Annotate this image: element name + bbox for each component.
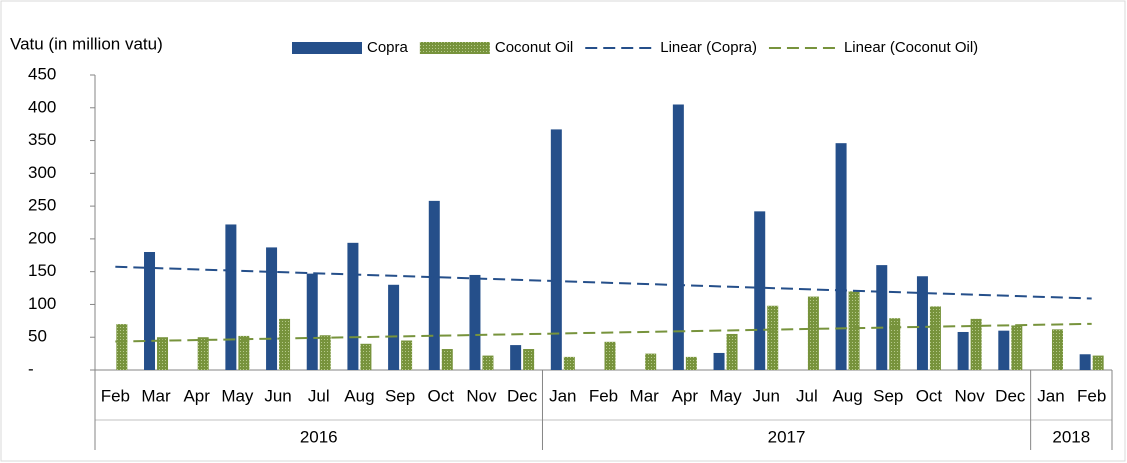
x-tick-label: Oct <box>916 386 943 405</box>
bar <box>469 274 481 370</box>
trendline <box>115 322 1092 343</box>
y-tick-label: 250 <box>28 196 56 215</box>
y-tick-label: 300 <box>28 163 56 182</box>
bar <box>835 143 847 370</box>
x-tick-label: Nov <box>466 386 497 405</box>
y-tick-label: 350 <box>28 130 56 149</box>
x-tick-label: Apr <box>672 386 699 405</box>
bar <box>388 284 400 370</box>
bar <box>266 247 278 370</box>
x-tick-label: May <box>709 386 742 405</box>
x-tick-label: Feb <box>101 386 130 405</box>
y-tick-label: 150 <box>28 261 56 280</box>
trendline <box>115 265 1092 300</box>
bar <box>306 273 318 370</box>
bar <box>645 353 657 370</box>
bar <box>360 343 372 370</box>
y-tick-label: 100 <box>28 294 56 313</box>
x-tick-label: May <box>221 386 254 405</box>
x-tick-label: Mar <box>141 386 171 405</box>
legend-label: Linear (Coconut Oil) <box>844 39 978 56</box>
bar <box>116 324 128 370</box>
bar <box>1051 329 1063 370</box>
x-tick-label: Mar <box>630 386 660 405</box>
bar <box>225 224 237 370</box>
bar <box>238 335 250 370</box>
bar <box>754 211 766 370</box>
x-tick-label: Feb <box>1077 386 1106 405</box>
x-tick-label: Sep <box>385 386 415 405</box>
bar <box>726 333 738 370</box>
bar <box>1092 355 1104 370</box>
bar <box>428 200 440 370</box>
y-tick-label: 450 <box>28 64 56 83</box>
bar <box>401 340 413 370</box>
bar <box>197 337 209 370</box>
bar <box>876 265 888 370</box>
bar <box>550 129 562 370</box>
x-tick-label: Aug <box>832 386 862 405</box>
bar <box>441 349 453 370</box>
y-tick-label: 200 <box>28 228 56 247</box>
legend-swatch <box>292 42 362 54</box>
x-tick-label: Dec <box>995 386 1026 405</box>
bar <box>685 356 697 370</box>
legend-label: Copra <box>367 39 409 56</box>
bar <box>848 291 860 370</box>
bar <box>157 337 169 370</box>
group-label: 2017 <box>768 427 806 446</box>
group-label: 2018 <box>1052 427 1090 446</box>
bar <box>916 276 928 370</box>
bar <box>767 305 779 370</box>
bar <box>319 335 331 370</box>
legend-label: Linear (Copra) <box>660 39 757 56</box>
legend-swatch <box>419 42 490 54</box>
bar <box>998 330 1010 370</box>
x-tick-label: Feb <box>589 386 618 405</box>
x-tick-label: Oct <box>428 386 455 405</box>
bar <box>1079 354 1091 370</box>
group-label: 2016 <box>300 427 338 446</box>
bar <box>144 252 156 370</box>
y-tick-label: 50 <box>28 327 47 346</box>
x-tick-label: Jan <box>1037 386 1064 405</box>
x-tick-label: Jun <box>264 386 291 405</box>
x-tick-label: Jul <box>308 386 330 405</box>
bar <box>672 104 684 370</box>
bar <box>957 331 969 370</box>
x-tick-label: Dec <box>507 386 538 405</box>
bar <box>482 355 494 370</box>
bar <box>889 318 901 370</box>
x-tick-label: Apr <box>183 386 210 405</box>
bar <box>347 242 359 370</box>
y-axis-label: Vatu (in million vatu) <box>10 34 163 53</box>
x-tick-label: Nov <box>955 386 986 405</box>
legend-label: Coconut Oil <box>495 39 573 56</box>
bar <box>970 318 982 370</box>
y-tick-label: 400 <box>28 97 56 116</box>
x-tick-label: Jul <box>796 386 818 405</box>
y-tick-label: - <box>28 359 34 378</box>
bar <box>604 341 616 370</box>
x-tick-label: Aug <box>344 386 374 405</box>
x-tick-label: Sep <box>873 386 903 405</box>
bar <box>929 306 941 370</box>
bar <box>279 318 291 370</box>
bar <box>807 296 819 370</box>
bar <box>1011 325 1023 370</box>
bar <box>563 356 575 370</box>
x-tick-label: Jan <box>549 386 576 405</box>
x-tick-label: Jun <box>753 386 780 405</box>
bar <box>713 352 725 370</box>
bar <box>523 349 535 370</box>
bar <box>510 345 522 370</box>
